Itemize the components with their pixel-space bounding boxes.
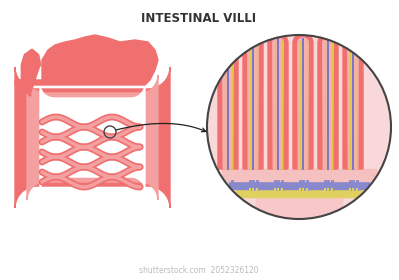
Polygon shape <box>27 75 158 200</box>
Text: shutterstock.com  2052326120: shutterstock.com 2052326120 <box>139 266 259 275</box>
Text: INTESTINAL VILLI: INTESTINAL VILLI <box>141 12 257 25</box>
Polygon shape <box>298 38 308 169</box>
Polygon shape <box>273 38 283 169</box>
Circle shape <box>207 35 391 219</box>
Polygon shape <box>348 38 358 169</box>
Polygon shape <box>318 33 338 169</box>
Polygon shape <box>248 38 258 169</box>
Polygon shape <box>343 33 363 169</box>
Polygon shape <box>15 67 170 208</box>
Polygon shape <box>268 33 288 169</box>
Polygon shape <box>293 33 313 169</box>
Polygon shape <box>40 84 145 191</box>
Bar <box>229 181 369 189</box>
Polygon shape <box>15 35 158 85</box>
Bar <box>256 197 342 217</box>
Bar <box>236 189 361 197</box>
Polygon shape <box>22 50 40 95</box>
Polygon shape <box>223 38 233 169</box>
Bar <box>222 169 376 181</box>
Polygon shape <box>218 33 238 169</box>
Polygon shape <box>323 38 333 169</box>
Polygon shape <box>243 33 263 169</box>
